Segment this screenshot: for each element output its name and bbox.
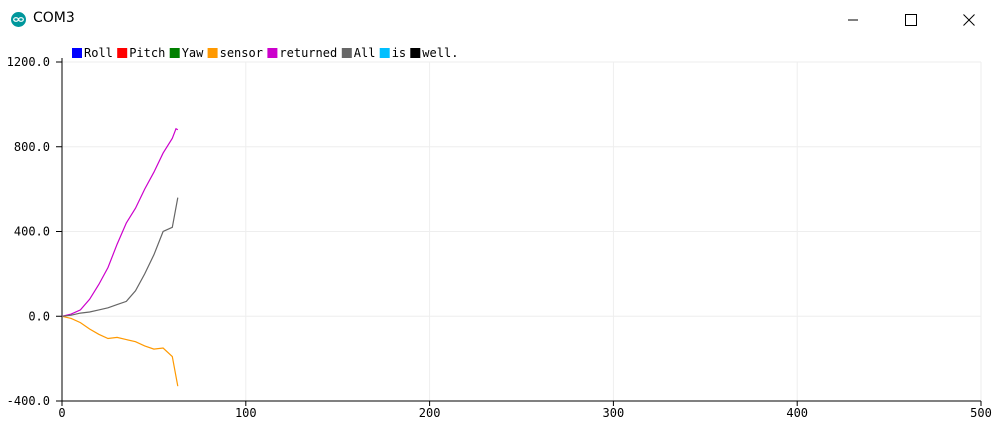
x-tick-label: 300 [603,406,625,420]
legend-swatch-returned [267,48,278,58]
minimize-button[interactable] [830,0,876,40]
y-tick-label: 800.0 [14,140,50,154]
legend-label-returned: returned [279,46,337,60]
y-tick-label: 400.0 [14,225,50,239]
window-title: COM3 [33,10,75,26]
y-tick-label: 1200.0 [7,55,50,69]
series-line-returned [61,127,179,317]
serial-plotter-chart: 1200.0 800.0 400.0 0.0 -400.0 0 100 200 300 400 5… [7,46,992,420]
legend-label-pitch: Pitch [129,46,165,60]
grid-lines [62,61,982,402]
x-tick-label: 500 [970,406,992,420]
legend-swatch-is [379,48,390,58]
legend-swatch-roll [72,48,82,58]
x-tick-label: 0 [58,406,65,420]
legend-label-yaw: Yaw [182,46,204,60]
legend-label-is: is [392,46,406,60]
axes [61,58,981,402]
series-line-sensor [61,315,179,387]
close-icon [963,14,975,26]
legend-swatch-well [410,48,421,58]
x-axis-ticks: 0 100 200 300 400 500 [58,401,992,420]
minimize-icon [848,19,858,21]
close-button[interactable] [946,0,992,40]
title-bar: COM3 [0,0,1000,40]
x-tick-label: 100 [235,406,257,420]
y-tick-label: -400.0 [7,394,50,408]
maximize-button[interactable] [888,0,934,40]
series-lines [61,127,179,387]
maximize-icon [905,14,917,26]
legend-swatch-yaw [169,48,180,58]
y-tick-label: 0.0 [28,309,50,323]
legend-swatch-pitch [117,48,128,58]
legend-swatch-all [341,48,352,58]
legend: Roll Pitch Yaw sensor returned All is well. [72,46,458,60]
arduino-logo-icon [11,12,26,27]
y-axis-ticks: 1200.0 800.0 400.0 0.0 -400.0 [7,55,62,408]
x-tick-label: 200 [419,406,441,420]
series-line-all [61,197,179,317]
x-tick-label: 400 [786,406,808,420]
legend-label-roll: Roll [84,46,113,60]
legend-label-all: All [354,46,376,60]
legend-swatch-sensor [207,48,218,58]
legend-label-well: well. [422,46,458,60]
legend-label-sensor: sensor [220,46,263,60]
